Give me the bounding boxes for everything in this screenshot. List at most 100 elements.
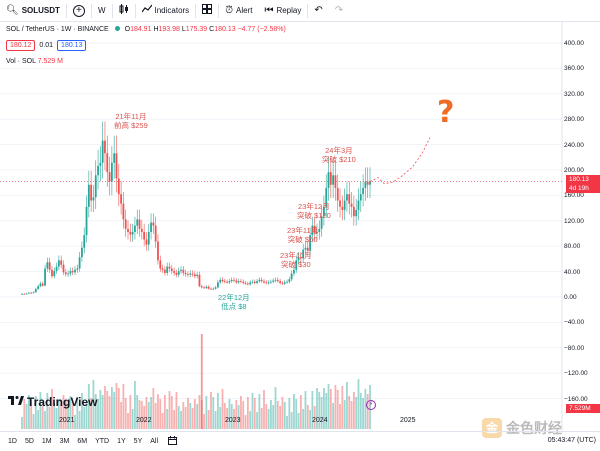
timeframe-5d[interactable]: 5D: [24, 438, 34, 445]
candle-body: [78, 257, 81, 269]
annotation-text: 突破 $120: [297, 211, 331, 220]
candle-body: [48, 262, 51, 270]
volume-bar: [235, 400, 238, 429]
undo-button[interactable]: ↶: [308, 0, 328, 22]
price-scale-label: 40.00: [564, 268, 581, 276]
candle-body: [99, 162, 102, 166]
interval-button[interactable]: W: [92, 0, 112, 22]
candle-body: [106, 153, 109, 173]
sell-price-button[interactable]: 180.12: [6, 40, 36, 51]
candle-body: [64, 272, 67, 275]
lightning-icon[interactable]: ⚡︎: [366, 400, 376, 410]
candle-body: [332, 175, 335, 185]
candle-body: [147, 232, 150, 245]
price-scale-label: 320.00: [564, 90, 584, 98]
volume-bar: [131, 409, 134, 429]
candle-body: [274, 279, 277, 281]
volume-bar: [71, 401, 74, 429]
candle-body: [249, 282, 252, 285]
volume-bar: [230, 404, 233, 429]
volume-bar: [237, 405, 240, 429]
volume-bar: [283, 402, 286, 429]
candle-body: [221, 279, 224, 282]
redo-button[interactable]: ↷: [329, 0, 349, 22]
volume-bar: [286, 416, 288, 429]
timeframe-6m[interactable]: 6M: [77, 438, 88, 445]
candle-body: [51, 269, 53, 277]
annotation-nov-2021: 21年11月 前高 $259: [114, 112, 148, 130]
chart-legend: SOL / TetherUS · 1W · BINANCE O184.91 H1…: [6, 26, 286, 33]
candle-body: [62, 264, 65, 273]
volume-bar: [51, 389, 53, 429]
candle-body: [235, 280, 238, 283]
alarm-clock-icon: ⏰︎: [225, 4, 233, 16]
annotation-text: 低点 $8: [221, 302, 247, 311]
pair-title: SOL / TetherUS · 1W · BINANCE: [6, 26, 109, 33]
volume-bar: [348, 396, 351, 429]
candle-body: [242, 281, 245, 284]
candle-body: [283, 282, 286, 284]
candle-body: [210, 288, 212, 290]
replay-button[interactable]: ⏮︎ Replay: [258, 0, 307, 22]
volume-bar: [110, 387, 113, 429]
volume-value: 7.529 M: [37, 58, 63, 65]
candle-body: [265, 282, 268, 284]
volume-bar: [85, 402, 88, 429]
candle-body: [203, 287, 205, 289]
volume-bar: [64, 400, 67, 429]
go-to-date-icon[interactable]: [168, 436, 178, 447]
candle-body: [69, 271, 72, 274]
candle-body: [214, 287, 217, 289]
candle-body: [320, 216, 323, 229]
volume-bar: [99, 390, 102, 429]
volume-bar: [216, 393, 219, 429]
volume-bar: [228, 399, 231, 429]
candle-body: [306, 247, 309, 251]
candle-body: [136, 219, 139, 226]
timeframe-1m[interactable]: 1M: [41, 438, 52, 445]
candle-body: [60, 260, 63, 265]
candle-body: [55, 266, 58, 272]
price-chart[interactable]: [0, 22, 600, 431]
volume-bar: [265, 404, 268, 429]
volume-bar: [122, 384, 125, 429]
volume-bar: [323, 388, 325, 429]
candle-body: [288, 279, 291, 282]
timeframe-1y[interactable]: 1Y: [117, 438, 126, 445]
candle-body: [85, 206, 88, 236]
candle-body: [304, 247, 307, 250]
timeframe-1d[interactable]: 1D: [8, 438, 17, 445]
spread-value: 0.01: [39, 42, 54, 49]
indicators-button[interactable]: Indicators: [136, 0, 196, 22]
candle-countdown: 4d 19h: [569, 185, 589, 192]
timeframe-3m[interactable]: 3M: [59, 438, 70, 445]
timeframe-ytd[interactable]: YTD: [95, 438, 110, 445]
buy-price-button[interactable]: 180.13: [57, 40, 87, 51]
volume-bar: [198, 395, 201, 429]
volume-bar: [147, 402, 150, 429]
timeframe-5y[interactable]: 5Y: [133, 438, 143, 445]
timeframe-all[interactable]: All: [150, 438, 159, 445]
candle-body: [350, 203, 353, 207]
volume-bar: [279, 406, 282, 429]
tradingview-logo[interactable]: TradingView: [8, 395, 97, 409]
candle-body: [37, 286, 40, 290]
search-icon: 🔍︎: [6, 4, 19, 16]
volume-bar: [251, 393, 254, 429]
compare-button[interactable]: +: [67, 0, 91, 22]
volume-legend: Vol · SOL 7.529 M: [6, 58, 63, 65]
candle-body: [219, 279, 222, 283]
volume-bar: [92, 380, 95, 429]
candle-body: [81, 247, 83, 258]
volume-bar: [170, 396, 173, 429]
symbol-search[interactable]: 🔍︎ SOLUSDT: [0, 0, 66, 22]
volume-bar: [106, 391, 109, 429]
layout-button[interactable]: [196, 0, 218, 22]
candle-body: [161, 268, 164, 270]
chart-type-button[interactable]: [113, 0, 135, 22]
volume-bar: [161, 413, 164, 429]
volume-bar: [115, 383, 118, 429]
alert-button[interactable]: ⏰︎ Alert: [219, 0, 258, 22]
candle-body: [212, 288, 215, 290]
candle-body: [295, 260, 298, 270]
